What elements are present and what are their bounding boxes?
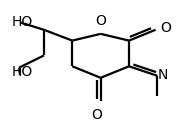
Text: HO: HO	[12, 15, 33, 29]
Text: O: O	[95, 14, 106, 28]
Text: HO: HO	[12, 65, 33, 79]
Text: O: O	[92, 108, 103, 122]
Text: N: N	[157, 68, 168, 82]
Text: O: O	[160, 21, 171, 35]
